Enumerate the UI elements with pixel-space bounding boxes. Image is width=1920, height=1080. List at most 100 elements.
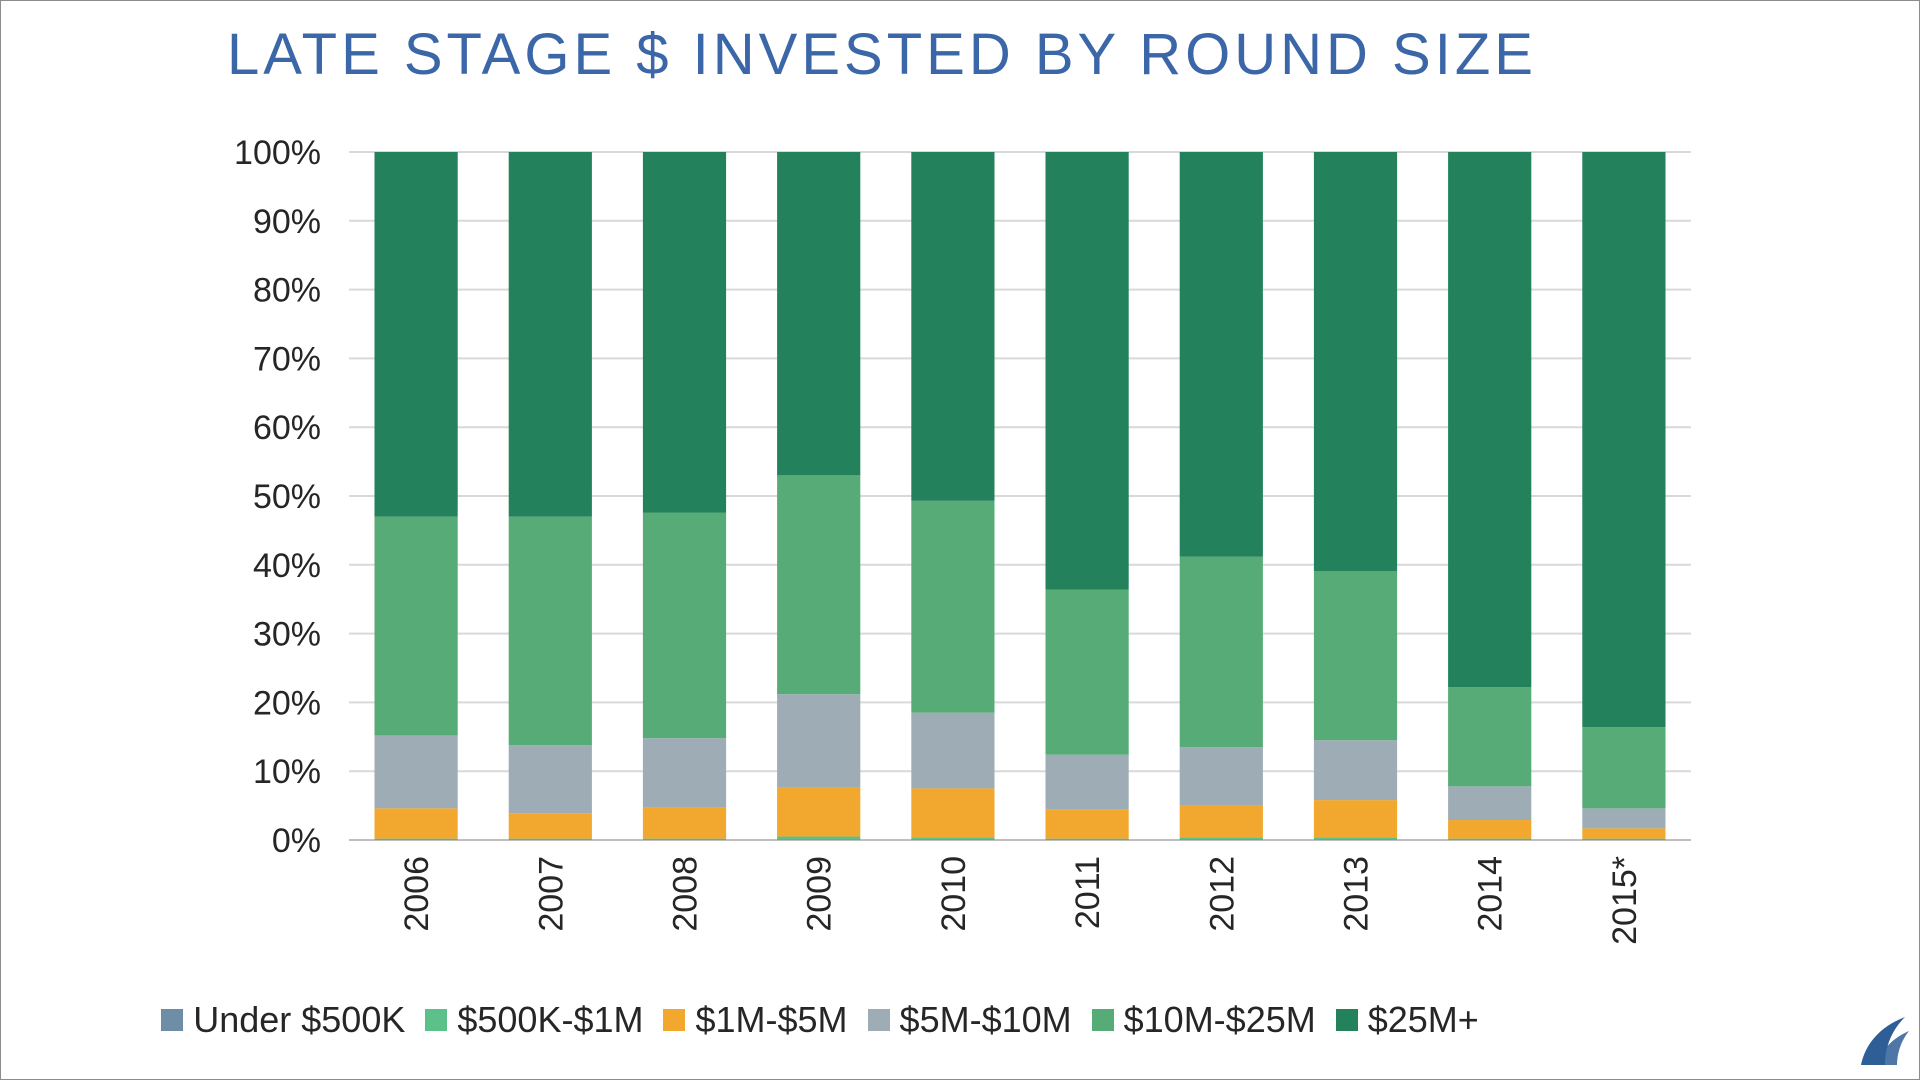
bar-segment (1448, 820, 1532, 839)
bar-segment (1179, 837, 1263, 840)
legend-swatch (425, 1009, 448, 1031)
bar-segment (642, 152, 727, 513)
bar-segment (777, 787, 861, 837)
bar-segment (1045, 838, 1129, 840)
bar-segment (911, 152, 995, 501)
bar-segment (1582, 838, 1666, 840)
y-tick-label: 0% (272, 822, 321, 860)
bar-segment (911, 839, 995, 840)
bar-segment (1582, 727, 1666, 809)
bar-segment (508, 839, 592, 840)
y-tick-label: 40% (253, 547, 321, 585)
legend-swatch (663, 1009, 686, 1031)
sail-logo-icon (1861, 1017, 1909, 1065)
x-tick-label: 2008 (667, 856, 705, 932)
y-tick-label: 10% (253, 753, 321, 791)
bar-segment (642, 512, 727, 739)
bar-segment (374, 838, 458, 840)
bar-segment (1045, 809, 1129, 839)
x-tick-label: 2013 (1338, 856, 1376, 932)
bar-segment (1313, 837, 1398, 840)
bar-segment (1582, 839, 1666, 840)
bar-segment (1045, 839, 1129, 840)
bar-segment (1313, 152, 1398, 571)
bar-segment (1313, 570, 1398, 741)
bar-segment (508, 745, 592, 814)
bar-segment (1179, 747, 1263, 806)
bar-segment (642, 807, 727, 839)
y-tick-label: 100% (234, 134, 321, 172)
legend-swatch (1335, 1009, 1358, 1031)
bar-segment (1582, 828, 1666, 839)
bar-segment (1448, 687, 1532, 787)
bar-segment (1582, 808, 1666, 829)
bar-segment (1313, 800, 1398, 838)
bar-segment (508, 838, 592, 840)
bar-segment (1179, 556, 1263, 748)
bar-segment (777, 152, 861, 476)
y-tick-label: 50% (253, 478, 321, 516)
legend-swatch (1091, 1009, 1114, 1031)
chart-title: LATE STAGE $ INVESTED BY ROUND SIZE (227, 22, 1537, 87)
legend-swatch (161, 1009, 184, 1031)
stacked-bar-chart: 0% 10% 20% 30% 40% 50% 60% 70% 80% 90% 100% 2006 200… (234, 134, 1691, 945)
bar-segment (1179, 152, 1263, 557)
x-tick-label: 2015* (1606, 856, 1644, 945)
bar-segment (642, 839, 727, 840)
bar-segment (777, 475, 861, 695)
bar-segment (374, 839, 458, 840)
y-tick-label: 20% (253, 684, 321, 722)
bar-segment (374, 516, 458, 736)
x-tick-label: 2012 (1203, 856, 1241, 932)
bar-segment (1448, 839, 1532, 840)
legend-item: $10M-$25M (1091, 999, 1316, 1041)
bar-segment (777, 836, 861, 840)
bar-segment (1179, 805, 1263, 838)
legend-item: $1M-$5M (663, 999, 848, 1041)
legend-label: $1M-$5M (695, 999, 848, 1040)
bar-segment (911, 500, 995, 713)
y-tick-label: 60% (253, 409, 321, 447)
bar-segment (508, 813, 592, 839)
legend-item: $25M+ (1335, 999, 1479, 1041)
x-tick-label: 2006 (398, 856, 436, 932)
bar-segment (777, 694, 861, 788)
legend-item: $500K-$1M (425, 999, 643, 1041)
bar-segment (1045, 152, 1129, 590)
legend-label: $10M-$25M (1123, 999, 1316, 1040)
chart-legend: Under $500K $500K-$1M $1M-$5M $5M-$10M $10M-… (1, 999, 1919, 1041)
bar-segment (911, 712, 995, 789)
x-tick-label: 2014 (1472, 856, 1510, 932)
bar-segment (911, 788, 995, 838)
bar-segment (508, 516, 592, 746)
y-tick-label: 80% (253, 272, 321, 310)
bar-segment (508, 152, 592, 517)
legend-item: $5M-$10M (867, 999, 1072, 1041)
x-tick-label: 2007 (532, 856, 570, 932)
bar-segment (1313, 839, 1398, 840)
bar-segment (374, 152, 458, 517)
bar-segment (1582, 152, 1666, 728)
x-tick-label: 2009 (801, 856, 839, 932)
y-tick-label: 70% (253, 340, 321, 378)
bar-segment (1045, 589, 1129, 755)
legend-label: $500K-$1M (457, 999, 644, 1040)
x-tick-label: 2010 (935, 856, 973, 932)
legend-label: $25M+ (1367, 999, 1479, 1040)
bar-segment (374, 735, 458, 809)
legend-item: Under $500K (161, 999, 405, 1041)
bar-segment (777, 839, 861, 840)
legend-swatch (867, 1009, 890, 1031)
bar-segment (642, 838, 727, 840)
y-tick-label: 90% (253, 203, 321, 241)
legend-label: Under $500K (193, 999, 406, 1040)
bar-segment (1448, 152, 1532, 688)
bar-segment (1448, 786, 1532, 821)
bar-segment (1448, 838, 1532, 840)
bar-segment (1179, 839, 1263, 840)
y-tick-label: 30% (253, 616, 321, 654)
bar-segment (642, 738, 727, 808)
bar-segment (911, 837, 995, 840)
legend-label: $5M-$10M (899, 999, 1072, 1040)
